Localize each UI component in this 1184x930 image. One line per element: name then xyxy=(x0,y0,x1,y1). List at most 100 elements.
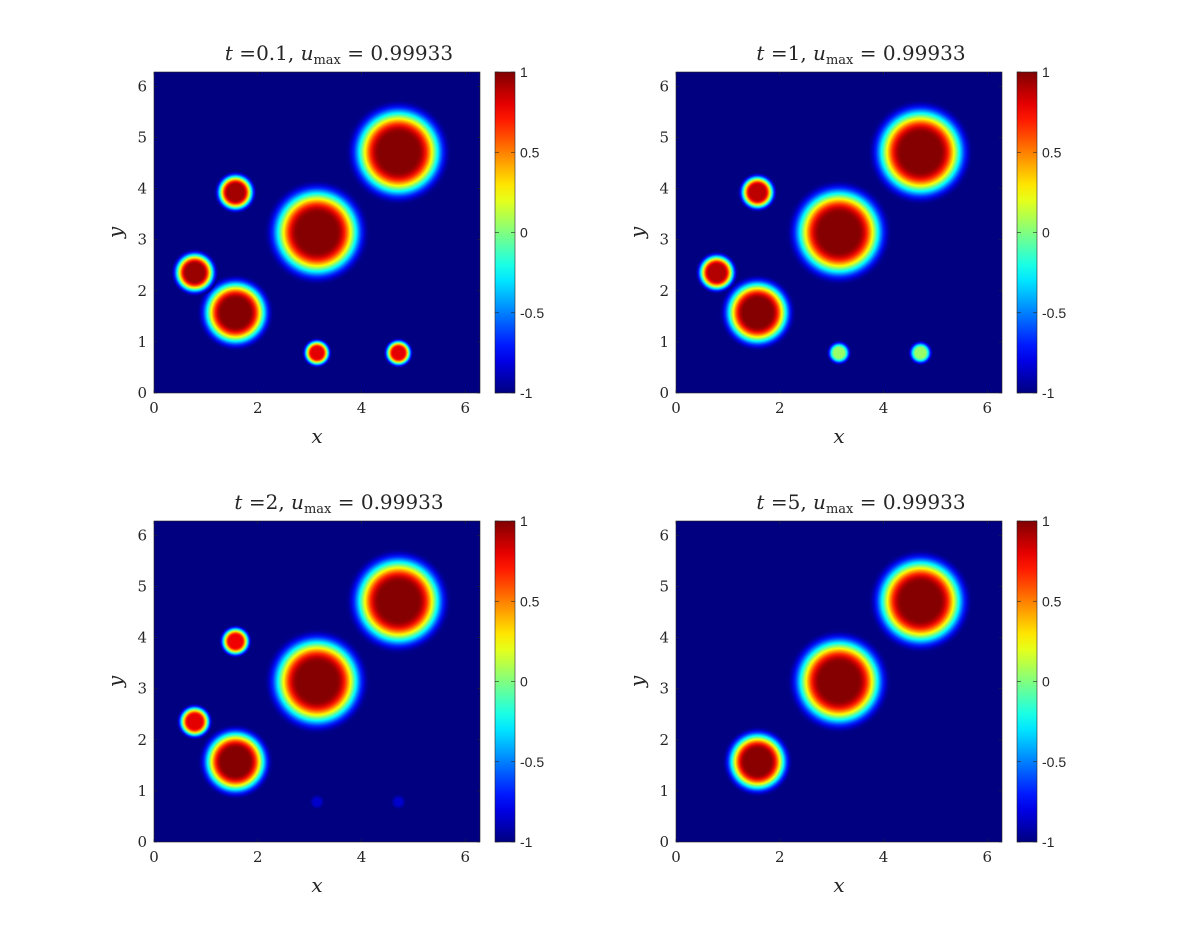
axes-frame xyxy=(675,520,1003,843)
title-separator: , xyxy=(800,490,813,514)
heatmap-blob xyxy=(907,340,934,366)
heatmap-blob xyxy=(263,179,371,286)
heatmap-blob xyxy=(213,170,258,215)
title-u-symbol: u xyxy=(813,41,826,65)
x-axis-label: x xyxy=(311,424,322,448)
heatmap-field xyxy=(176,548,452,810)
heatmap-blob xyxy=(196,274,275,352)
colorbar-tick-label: -1 xyxy=(520,834,533,850)
heatmap-blob xyxy=(301,337,333,369)
y-tick-label: 4 xyxy=(137,180,147,198)
title-eq: = xyxy=(341,41,370,65)
colorbar-tick-label: 0 xyxy=(1042,225,1050,241)
x-tick-label: 0 xyxy=(149,399,159,417)
title-subscript: max xyxy=(826,502,854,517)
y-axis-label: y xyxy=(103,675,127,688)
colorbar-tick-label: 0.5 xyxy=(520,593,540,609)
title-eq: = xyxy=(853,41,882,65)
y-tick-label: 1 xyxy=(659,782,669,800)
colorbar-tick-label: -1 xyxy=(520,385,533,401)
y-tick-label: 2 xyxy=(659,282,669,300)
heatmap-blob xyxy=(170,248,219,297)
y-axis-label: y xyxy=(625,226,649,239)
x-tick-label: 6 xyxy=(983,399,993,417)
heatmap-blob xyxy=(737,172,778,213)
title-subscript: max xyxy=(304,502,332,517)
x-tick-label: 6 xyxy=(461,399,471,417)
y-tick-label: 4 xyxy=(137,629,147,647)
title-t-value: 0.1 xyxy=(256,41,288,65)
y-tick-label: 5 xyxy=(659,129,669,147)
heatmap-field xyxy=(722,548,973,798)
colorbar-tick-label: 1 xyxy=(520,513,528,529)
colorbar-tick-label: 0.5 xyxy=(520,144,540,160)
heatmap-blob xyxy=(345,548,452,655)
axes-frame xyxy=(153,71,481,394)
x-axis-label: x xyxy=(311,873,322,897)
y-tick-label: 0 xyxy=(137,384,147,402)
y-tick-label: 1 xyxy=(137,782,147,800)
heatmap-blob xyxy=(308,793,326,810)
title-t-symbol: t xyxy=(225,41,234,65)
x-tick-label: 6 xyxy=(461,848,471,866)
x-tick-label: 6 xyxy=(983,848,993,866)
x-tick-label: 2 xyxy=(775,848,785,866)
y-axis-label: y xyxy=(625,675,649,688)
title-u-symbol: u xyxy=(291,490,304,514)
x-tick-label: 2 xyxy=(253,848,263,866)
y-tick-label: 5 xyxy=(137,129,147,147)
colorbar-tick-label: 1 xyxy=(1042,64,1050,80)
title-t-value: 1 xyxy=(788,41,801,65)
colorbar-tick-label: 0.5 xyxy=(1042,593,1062,609)
heatmap-blob xyxy=(722,726,793,798)
x-axis-label: x xyxy=(833,873,844,897)
heatmap-blob xyxy=(718,274,797,352)
y-tick-label: 3 xyxy=(659,680,669,698)
heatmap-blob xyxy=(390,793,407,810)
y-tick-label: 5 xyxy=(659,578,669,596)
axes-frame xyxy=(153,520,481,843)
colorbar-tick-label: -0.5 xyxy=(520,754,544,770)
heatmap-blob xyxy=(785,179,893,286)
y-tick-label: 2 xyxy=(137,731,147,749)
title-t-symbol: t xyxy=(756,41,765,65)
colorbar-tick-label: -0.5 xyxy=(520,305,544,321)
y-tick-label: 3 xyxy=(137,231,147,249)
title-umax-value: 0.99933 xyxy=(883,41,966,65)
chart-title: t =0.1, umax = 0.99933 xyxy=(225,41,453,68)
colorbar-tick-label: -0.5 xyxy=(1042,754,1066,770)
y-tick-label: 6 xyxy=(137,77,147,95)
heatmap-blob xyxy=(197,723,274,800)
chart-title: t =1, umax = 0.99933 xyxy=(756,41,965,68)
title-t-symbol: t xyxy=(234,490,243,514)
heatmap-blob xyxy=(383,337,414,369)
heatmap-blob xyxy=(176,703,214,741)
title-subscript: max xyxy=(826,53,854,68)
title-separator: , xyxy=(800,41,813,65)
heatmap-blob xyxy=(345,99,452,206)
title-umax-value: 0.99933 xyxy=(361,490,444,514)
title-equals: = xyxy=(764,490,787,514)
heatmap-field xyxy=(695,99,974,366)
colorbar-tick-label: 0 xyxy=(1042,674,1050,690)
heatmap-blob xyxy=(868,548,973,654)
heatmap-blob xyxy=(218,624,253,659)
colorbar-tick-label: 0 xyxy=(520,674,528,690)
title-eq: = xyxy=(331,490,360,514)
y-tick-label: 6 xyxy=(659,526,669,544)
heatmap-blob xyxy=(786,629,892,734)
heatmap-blob xyxy=(826,340,852,366)
y-tick-label: 2 xyxy=(659,731,669,749)
title-u-symbol: u xyxy=(813,490,826,514)
x-tick-label: 4 xyxy=(357,399,367,417)
x-tick-label: 4 xyxy=(879,848,889,866)
y-tick-label: 3 xyxy=(137,680,147,698)
y-tick-label: 1 xyxy=(137,333,147,351)
title-subscript: max xyxy=(313,53,341,68)
y-axis-label: y xyxy=(103,226,127,239)
y-tick-label: 4 xyxy=(659,180,669,198)
x-tick-label: 2 xyxy=(253,399,263,417)
colorbar-tick-label: -1 xyxy=(1042,834,1055,850)
